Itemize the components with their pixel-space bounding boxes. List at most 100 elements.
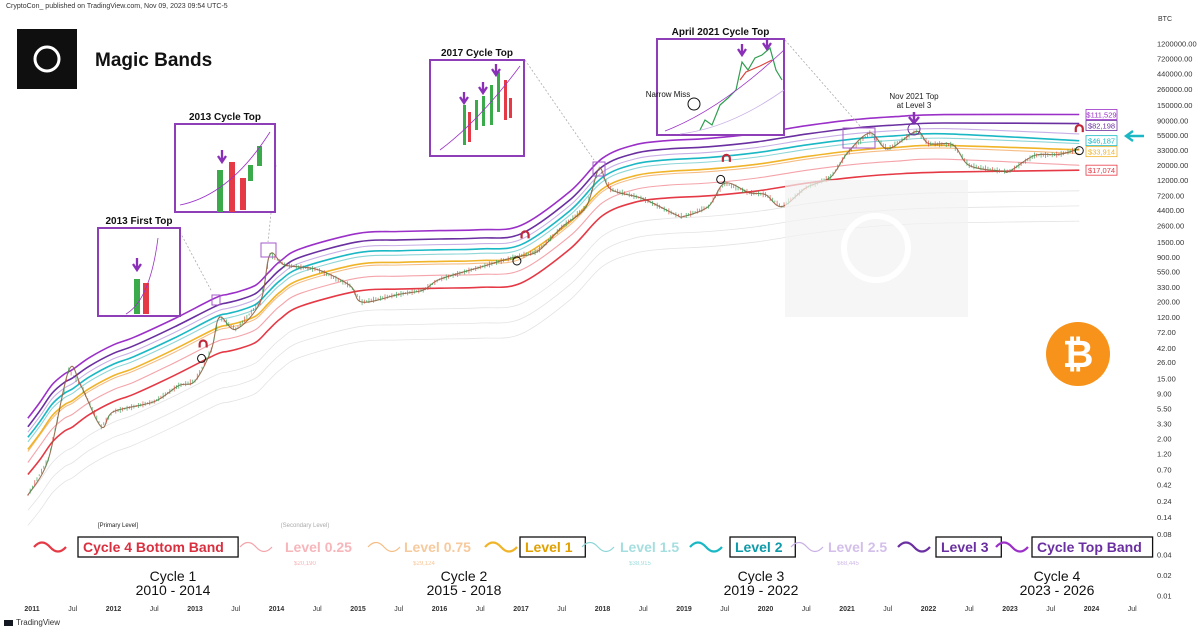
x-tick-label: 2019	[676, 606, 692, 613]
legend-swatch	[995, 541, 1029, 553]
y-tick-label: 900.00	[1157, 253, 1180, 262]
band-line	[27, 144, 1080, 450]
inset-band	[439, 65, 521, 151]
magnet-icon	[1074, 124, 1084, 133]
y-tick-label: 33000.00	[1157, 146, 1188, 155]
inset-candle	[482, 96, 485, 126]
price-label-box	[1085, 135, 1118, 147]
inset-candle	[143, 283, 149, 314]
legend-label: Level 0.25	[285, 539, 352, 555]
cycle-years: 2023 - 2026	[1020, 582, 1095, 598]
y-tick-label: 20000.00	[1157, 161, 1188, 170]
x-tick-label: 2024	[1084, 606, 1100, 613]
tradingview-logo-icon	[4, 619, 13, 626]
x-tick-label: 2021	[839, 606, 855, 613]
x-tick-label: Jul	[313, 606, 322, 613]
touch-circle-icon	[512, 256, 522, 266]
inset-candle	[248, 165, 253, 181]
y-tick-label: 42.00	[1157, 344, 1176, 353]
y-tick-label: 0.02	[1157, 571, 1172, 580]
brand-logo-ring	[33, 45, 61, 73]
touch-circle-icon	[907, 122, 921, 136]
price-label-box	[1085, 109, 1118, 120]
inset-title: April 2021 Cycle Top	[672, 27, 770, 38]
x-tick-label: Jul	[1046, 606, 1055, 613]
inset-layer: 2013 First Top 2013 Cycle Top 2017 Cycle T…	[97, 27, 785, 317]
price-label-value: $46,187	[1088, 137, 1115, 146]
tradingview-footer[interactable]: TradingView	[4, 618, 60, 627]
touch-circle-icon	[716, 174, 726, 184]
inset-candle	[504, 80, 507, 120]
down-arrow-icon	[491, 64, 501, 78]
x-tick-label: 2020	[758, 606, 774, 613]
band-line	[27, 122, 1080, 428]
watermark-logo-icon	[841, 213, 911, 283]
inset-price	[699, 46, 783, 131]
touch-circle-icon	[687, 97, 701, 111]
legend-label: Cycle 4 Bottom Band	[83, 539, 224, 555]
inset-band	[664, 49, 785, 132]
inset-candle	[497, 72, 500, 112]
price-layer	[27, 129, 1080, 497]
magnet-icon	[520, 230, 530, 239]
band-line	[27, 147, 1080, 452]
x-tick-label: Jul	[1128, 606, 1137, 613]
legend-label: Cycle Top Band	[1037, 539, 1142, 555]
legend-note: (Secondary Level)	[281, 523, 330, 529]
y-tick-label: 4400.00	[1157, 206, 1184, 215]
price-label-value: $33,914	[1088, 148, 1115, 157]
x-tick-label: 2013	[187, 606, 203, 613]
y-tick-label: 72.00	[1157, 328, 1176, 337]
highlight-box	[211, 294, 221, 306]
inset-panel	[429, 59, 525, 157]
inset-title: 2017 Cycle Top	[441, 48, 513, 59]
y-tick-label: 0.70	[1157, 465, 1172, 474]
y-tick-label: 3.30	[1157, 419, 1172, 428]
legend-swatch	[897, 541, 931, 553]
y-tick-label: 55000.00	[1157, 131, 1188, 140]
inset-candle	[468, 112, 471, 142]
y-tick-label: 550.00	[1157, 268, 1180, 277]
legend-label: Level 2	[735, 539, 783, 555]
highlight-box	[592, 161, 606, 177]
x-tick-label: Jul	[231, 606, 240, 613]
faint-lower-band	[27, 190, 1080, 496]
legend-value: $68,445	[837, 561, 859, 567]
price-label-value: $111,529	[1086, 110, 1116, 119]
y-tick-label: 150000.00	[1157, 101, 1192, 110]
legend-swatch	[33, 541, 67, 553]
legend-layer: Cycle 4 Bottom Band [Primary Level] Level …	[33, 523, 1154, 598]
bitcoin-logo-icon	[1046, 322, 1110, 386]
legend-box	[77, 536, 239, 558]
y-tick-label: 0.04	[1157, 550, 1172, 559]
inset-candle	[257, 146, 262, 166]
down-arrow-icon	[217, 150, 227, 165]
y-tick-label: 440000.00	[1157, 69, 1192, 78]
nov-2021-annotation-line2: at Level 3	[897, 101, 932, 110]
inset-candle	[229, 162, 235, 212]
connector-line	[784, 39, 861, 127]
legend-label: Level 3	[941, 539, 989, 555]
legend-note: [Primary Level]	[98, 523, 138, 529]
down-arrow-icon	[132, 258, 142, 273]
magnet-icon	[721, 153, 731, 162]
cycle-years: 2015 - 2018	[427, 582, 502, 598]
inset-candle	[240, 178, 246, 210]
bitcoin-symbol: ₿	[1063, 332, 1094, 376]
price-label-value: $17,074	[1088, 166, 1115, 175]
inset-title: 2013 Cycle Top	[189, 112, 261, 123]
y-tick-label: 330.00	[1157, 283, 1180, 292]
price-label-box	[1085, 120, 1118, 131]
legend-box	[729, 536, 796, 558]
x-tick-label: Jul	[965, 606, 974, 613]
down-arrow-icon	[908, 112, 920, 125]
highlight-box	[842, 127, 876, 149]
cycle-years: 2010 - 2014	[136, 582, 211, 598]
nov-2021-annotation-line1: Nov 2021 Top	[889, 92, 939, 101]
x-tick-label: 2018	[595, 606, 611, 613]
y-tick-label: 2600.00	[1157, 222, 1184, 231]
y-tick-label: 1.20	[1157, 449, 1172, 458]
x-tick-label: Jul	[802, 606, 811, 613]
y-tick-label: 0.42	[1157, 481, 1172, 490]
